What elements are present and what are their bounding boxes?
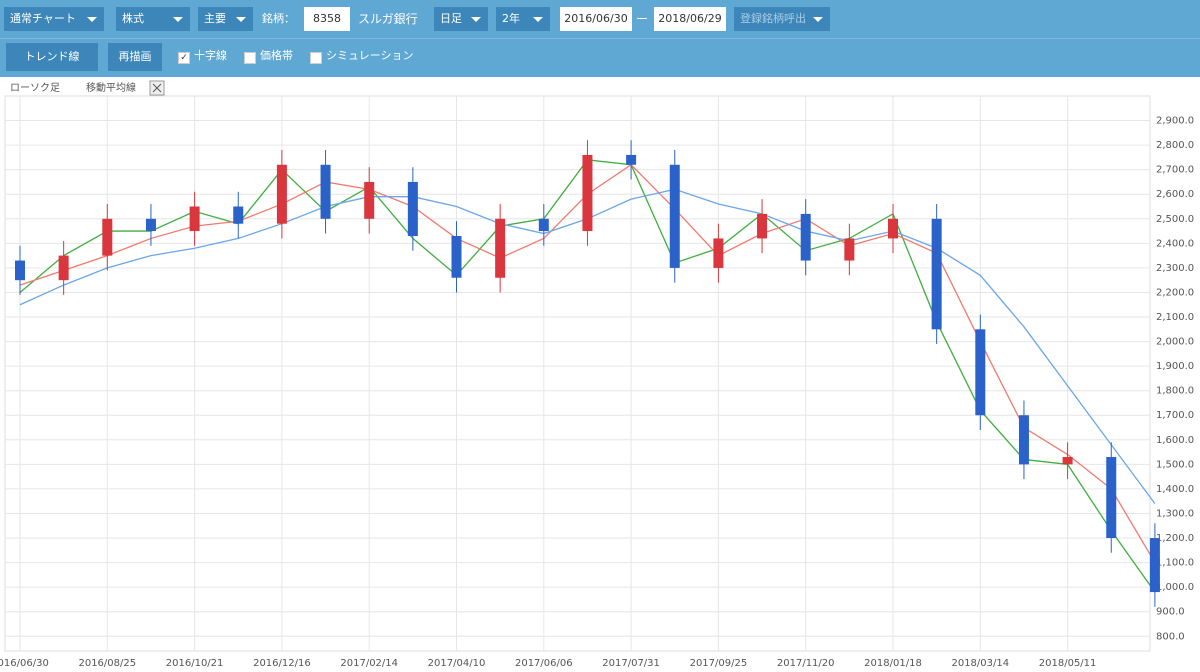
x-tick-label: 2017/06/06	[515, 658, 573, 669]
x-tick-label: 2016/08/25	[78, 658, 136, 669]
candle-body	[1018, 415, 1029, 465]
legend-candles: ローソク足	[10, 82, 60, 94]
chart: ローソク足 移動平均線 800.0 900.0 1,000.0 1,100.0 1,20…	[0, 80, 1194, 669]
candle-body	[102, 218, 113, 256]
simulation-check[interactable]	[310, 52, 322, 64]
legend-ma: 移動平均線	[86, 81, 136, 94]
date-sep: ー	[636, 12, 649, 26]
y-tick-label: 2,500.0	[1156, 214, 1194, 225]
toolbar-2: トレンド線 再描画 ✓ 十字線 価格帯 シミュレーション	[0, 38, 1200, 77]
candle-body	[407, 181, 418, 236]
x-tick-label: 2016/12/16	[253, 658, 311, 669]
chart-kind[interactable]: 通常チャート	[4, 7, 104, 31]
candle-body	[320, 164, 331, 219]
candle-body	[58, 255, 69, 281]
candle-body	[800, 213, 811, 261]
candle-body	[538, 218, 549, 232]
close-icon	[152, 83, 162, 93]
index[interactable]: 主要	[198, 7, 253, 31]
x-tick-label: 2018/01/18	[864, 658, 922, 669]
crosshair[interactable]: 十字線	[194, 49, 227, 62]
y-tick-label: 2,300.0	[1156, 263, 1194, 274]
y-tick-label: 2,800.0	[1156, 140, 1194, 151]
candle-body	[582, 154, 593, 232]
y-tick-label: 1,400.0	[1156, 484, 1194, 495]
y-tick-label: 2,100.0	[1156, 312, 1194, 323]
y-tick-label: 900.0	[1156, 607, 1185, 618]
x-tick-label: 2017/04/10	[428, 658, 486, 669]
candle-body	[451, 235, 462, 278]
code[interactable]: 8358	[304, 7, 350, 31]
candle-body	[1149, 538, 1160, 593]
y-tick-label: 2,700.0	[1156, 165, 1194, 176]
candle-body	[15, 260, 25, 281]
y-tick-label: 1,500.0	[1156, 459, 1194, 470]
candle-body	[276, 164, 287, 224]
company: スルガ銀行	[358, 12, 418, 26]
y-tick-label: 2,400.0	[1156, 238, 1194, 249]
y-tick-label: 1,200.0	[1156, 533, 1194, 544]
candle-body	[844, 238, 855, 261]
y-tick-label: 1,000.0	[1156, 582, 1194, 593]
y-tick-label: 1,100.0	[1156, 558, 1194, 569]
date-from[interactable]: 2016/06/30	[560, 7, 632, 31]
candle-body	[364, 181, 375, 219]
simulation[interactable]: シミュレーション	[326, 49, 414, 62]
candle-body	[626, 154, 637, 165]
candle-body	[1106, 456, 1117, 539]
y-tick-label: 1,300.0	[1156, 508, 1194, 519]
y-tick-label: 1,900.0	[1156, 361, 1194, 372]
x-tick-label: 2016/10/21	[166, 658, 224, 669]
candle-body	[757, 213, 768, 239]
price-band-check[interactable]	[244, 52, 256, 64]
y-tick-label: 1,800.0	[1156, 386, 1194, 397]
y-tick-label: 2,200.0	[1156, 287, 1194, 298]
x-tick-label: 2018/05/11	[1039, 658, 1097, 669]
candle-body	[145, 218, 156, 232]
y-tick-label: 800.0	[1156, 631, 1185, 642]
plot-frame	[4, 95, 1151, 652]
crosshair-check[interactable]: ✓	[178, 52, 190, 64]
x-tick-label: 2017/07/31	[602, 658, 660, 669]
candle-body	[975, 329, 986, 416]
trend-line[interactable]: トレンド線	[6, 43, 98, 71]
x-tick-label: 2017/02/14	[340, 658, 398, 669]
market[interactable]: 株式	[116, 7, 190, 31]
candle-body	[713, 238, 724, 268]
x-tick-label: 2017/09/25	[690, 658, 748, 669]
code-label: 銘柄：	[262, 12, 295, 25]
y-tick-label: 1,700.0	[1156, 410, 1194, 421]
toolbar: 通常チャート 株式 主要 銘柄： 8358 スルガ銀行 日足 2年 2016/0…	[0, 0, 1200, 38]
y-tick-label: 2,900.0	[1156, 116, 1194, 127]
span[interactable]: 2年	[496, 7, 550, 31]
y-tick-label: 2,000.0	[1156, 337, 1194, 348]
x-tick-label: 2018/03/14	[951, 658, 1009, 669]
candle-body	[233, 206, 244, 224]
registered[interactable]: 登録銘柄呼出	[734, 7, 830, 31]
x-tick-label: 2016/06/30	[0, 658, 49, 669]
price-band[interactable]: 価格帯	[260, 49, 293, 62]
x-tick-label: 2017/11/20	[777, 658, 835, 669]
candle-body	[931, 218, 942, 330]
candle-body	[669, 164, 680, 268]
candle-body	[888, 218, 898, 239]
period-unit[interactable]: 日足	[434, 7, 488, 31]
candle-body	[1062, 456, 1073, 465]
redraw[interactable]: 再描画	[108, 43, 162, 71]
y-tick-label: 2,600.0	[1156, 189, 1194, 200]
y-tick-label: 1,600.0	[1156, 435, 1194, 446]
candle-body	[189, 206, 200, 232]
date-to[interactable]: 2018/06/29	[654, 7, 726, 31]
candle-body	[495, 218, 506, 278]
